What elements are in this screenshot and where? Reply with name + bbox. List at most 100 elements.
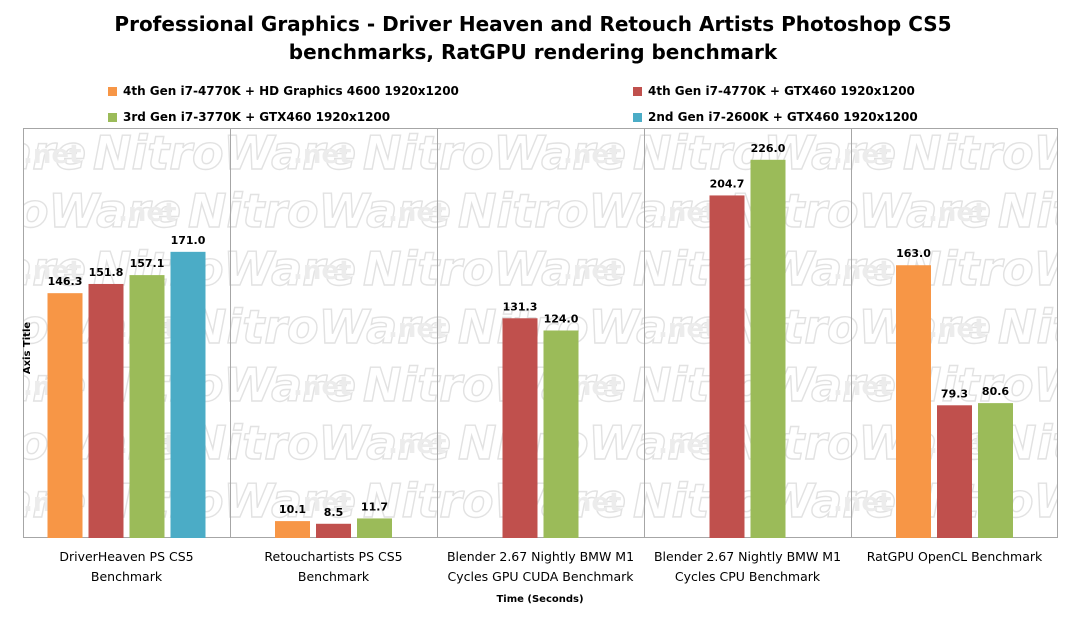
- legend-swatch-series-1: [108, 86, 117, 96]
- data-labels: 146.3 151.8 157.1 171.0 10.1 8.5 11.7 131.3 124.…: [48, 142, 1010, 519]
- bar-2-2: [316, 523, 351, 538]
- data-label-2-4: 204.7: [710, 177, 745, 190]
- category-label-1-line-1: DriverHeaven PS CS5: [59, 549, 193, 564]
- data-label-1-2: 10.1: [279, 503, 306, 516]
- bar-4-1: [170, 251, 206, 538]
- watermark-site-text: .net: [293, 372, 351, 402]
- watermark-site-text: .net: [928, 314, 986, 344]
- bar-1-1: [47, 293, 83, 538]
- category-label-5-line-1: RatGPU OpenCL Benchmark: [867, 549, 1043, 564]
- watermark-brand-text: NitroWare: [188, 416, 451, 470]
- chart-title-line-2: benchmarks, RatGPU rendering benchmark: [288, 40, 778, 64]
- bar-3-3: [543, 330, 579, 538]
- watermark-site-text: .net: [833, 140, 891, 170]
- watermark-site-text: .net: [563, 256, 621, 286]
- watermark-site-text: .net: [658, 430, 716, 460]
- plot-frame: [23, 128, 1058, 538]
- data-label-3-5: 80.6: [982, 385, 1009, 398]
- data-label-4-1: 171.0: [171, 234, 206, 247]
- bar-1-2: [275, 521, 310, 538]
- bar-3-2: [357, 518, 392, 538]
- watermark-site-text: .net: [658, 314, 716, 344]
- watermark-brand-text: NitroWare: [188, 184, 451, 238]
- watermark-brand-text: NitroWare: [363, 126, 626, 180]
- watermark-site-text: .net: [833, 488, 891, 518]
- bar-2-5: [937, 405, 972, 538]
- watermark-site-text: .net: [563, 140, 621, 170]
- watermark-site-text: .net: [928, 198, 986, 228]
- bar-1-5: [896, 265, 931, 538]
- category-label-4-line-2: Cycles CPU Benchmark: [675, 569, 821, 584]
- watermark-brand-text: NitroWare: [188, 300, 451, 354]
- y-axis-title: Axis Title: [22, 322, 33, 375]
- watermark-brand-text: NitroWare: [363, 242, 626, 296]
- watermark-site-text: .net: [833, 256, 891, 286]
- watermark-site-text: .net: [118, 198, 176, 228]
- category-label-2-line-1: Retouchartists PS CS5: [264, 549, 402, 564]
- watermark-brand-text: NitroWare: [0, 242, 86, 296]
- watermark-brand-text: NitroWare: [363, 358, 626, 412]
- legend-item-series-1: 4th Gen i7-4770K + HD Graphics 4600 1920…: [108, 84, 459, 98]
- legend-label-series-4: 2nd Gen i7-2600K + GTX460 1920x1200: [648, 110, 918, 124]
- data-label-1-5: 163.0: [896, 247, 931, 260]
- axes: DriverHeaven PS CS5 Benchmark Retouchartis…: [59, 549, 1043, 584]
- legend-label-series-2: 4th Gen i7-4770K + GTX460 1920x1200: [648, 84, 915, 98]
- bar-3-5: [978, 403, 1013, 538]
- category-label-3-line-1: Blender 2.67 Nightly BMW M1: [447, 549, 634, 564]
- watermark-site-text: .net: [388, 430, 446, 460]
- data-label-2-2: 8.5: [324, 506, 344, 519]
- watermark-brand-text: NitroWare: [998, 532, 1066, 586]
- legend-label-series-1: 4th Gen i7-4770K + HD Graphics 4600 1920…: [123, 84, 459, 98]
- bars: [47, 159, 1013, 539]
- watermark-site-text: .net: [388, 314, 446, 344]
- legend-label-series-3: 3rd Gen i7-3770K + GTX460 1920x1200: [123, 110, 391, 124]
- watermark-site-text: .net: [293, 140, 351, 170]
- watermark-brand-text: NitroWare: [458, 416, 721, 470]
- watermark-brand-text: NitroWare: [458, 184, 721, 238]
- category-label-2-line-2: Benchmark: [298, 569, 370, 584]
- legend-item-series-3: 3rd Gen i7-3770K + GTX460 1920x1200: [108, 110, 390, 124]
- watermark-brand-text: NitroWare: [458, 532, 721, 586]
- watermark-brand-text: NitroWare: [363, 474, 626, 528]
- bar-2-3: [502, 318, 538, 538]
- x-axis-title: Time (Seconds): [496, 594, 583, 605]
- watermark-brand-text: NitroWare: [998, 184, 1066, 238]
- watermark-site-text: .net: [658, 198, 716, 228]
- data-label-1-1: 146.3: [48, 275, 83, 288]
- watermark-brand-text: NitroWare: [458, 300, 721, 354]
- watermark-brand-text: NitroWare: [998, 300, 1066, 354]
- data-label-2-1: 151.8: [89, 266, 124, 279]
- legend-swatch-series-3: [108, 112, 117, 122]
- watermark-brand-text: NitroWare: [0, 184, 181, 238]
- watermark-site-text: .net: [833, 372, 891, 402]
- watermark-brand-text: NitroWare: [0, 126, 86, 180]
- legend-item-series-4: 2nd Gen i7-2600K + GTX460 1920x1200: [633, 110, 918, 124]
- data-label-3-4: 226.0: [751, 142, 786, 155]
- bar-2-4: [709, 195, 745, 539]
- watermark-site-text: .net: [23, 256, 81, 286]
- category-label-1-line-2: Benchmark: [91, 569, 163, 584]
- data-label-2-3: 131.3: [503, 300, 538, 313]
- category-dividers: [23, 128, 1058, 538]
- chart-title-line-1: Professional Graphics - Driver Heaven an…: [114, 12, 952, 36]
- watermark-site-text: .net: [293, 256, 351, 286]
- data-label-2-5: 79.3: [941, 387, 968, 400]
- watermark-brand-text: NitroWare: [93, 126, 356, 180]
- category-label-3-line-2: Cycles GPU CUDA Benchmark: [448, 569, 635, 584]
- data-label-3-1: 157.1: [130, 257, 165, 270]
- legend-item-series-2: 4th Gen i7-4770K + GTX460 1920x1200: [633, 84, 915, 98]
- data-label-3-3: 124.0: [544, 312, 579, 325]
- watermark-site-text: .net: [293, 488, 351, 518]
- category-label-4-line-1: Blender 2.67 Nightly BMW M1: [654, 549, 841, 564]
- data-label-3-2: 11.7: [361, 500, 388, 513]
- legend-swatch-series-4: [633, 112, 642, 122]
- watermark-site-text: .net: [388, 198, 446, 228]
- watermark-site-text: .net: [23, 140, 81, 170]
- bar-3-4: [750, 159, 786, 539]
- watermark-brand-text: NitroWare: [903, 126, 1066, 180]
- legend-swatch-series-2: [633, 86, 642, 96]
- watermark-brand-text: NitroWare: [728, 532, 991, 586]
- bar-2-1: [88, 283, 124, 538]
